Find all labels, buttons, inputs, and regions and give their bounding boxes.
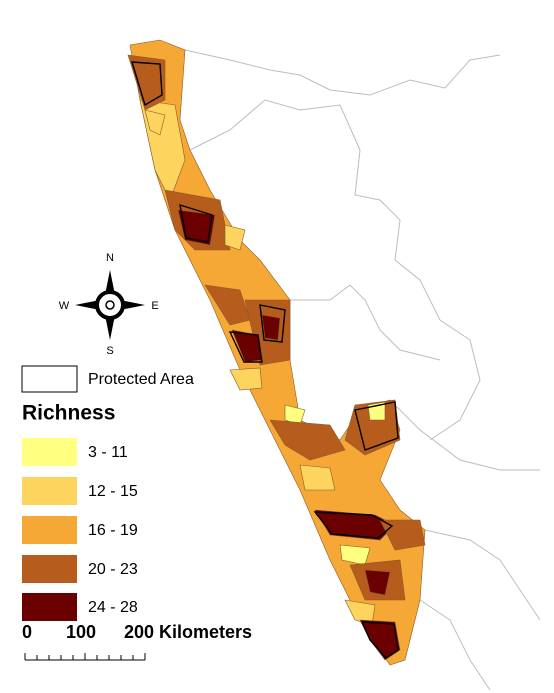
region [364,569,391,596]
richness-patches [127,54,426,661]
scale-label: 0 [22,622,32,642]
region [224,224,246,251]
protected-area-label: Protected Area [88,371,194,388]
legend-title: Richness [22,402,115,425]
neighbour-boundaries [184,49,541,691]
compass-south: S [106,345,113,357]
legend-swatch [22,516,77,544]
compass-east: E [151,300,158,312]
region [177,209,216,246]
scale-label: 200 Kilometers [124,622,252,642]
region [144,109,166,136]
legend-swatch [22,438,77,466]
region [229,367,263,391]
compass-north: N [106,252,114,264]
legend-label: 12 - 15 [88,483,138,500]
protected-area-outlines [131,61,399,659]
legend-swatch [22,593,77,621]
compass-rose [75,270,145,340]
scale-label: 100 [66,622,96,642]
region [127,54,166,111]
legend-swatch [22,477,77,505]
protected-area-swatch [21,365,78,393]
region [269,419,346,461]
region [344,399,401,456]
region [299,464,336,491]
legend-swatch [22,555,77,583]
scale-bar [24,653,146,661]
compass-west: W [59,300,70,312]
legend-label: 20 - 23 [88,561,138,578]
legend-label: 24 - 28 [88,599,138,616]
legend-label: 3 - 11 [88,444,128,461]
legend-label: 16 - 19 [88,522,138,539]
legend-classes: 3 - 11 12 - 15 16 - 19 20 - 23 24 - 28 [22,438,138,621]
region [261,314,281,341]
